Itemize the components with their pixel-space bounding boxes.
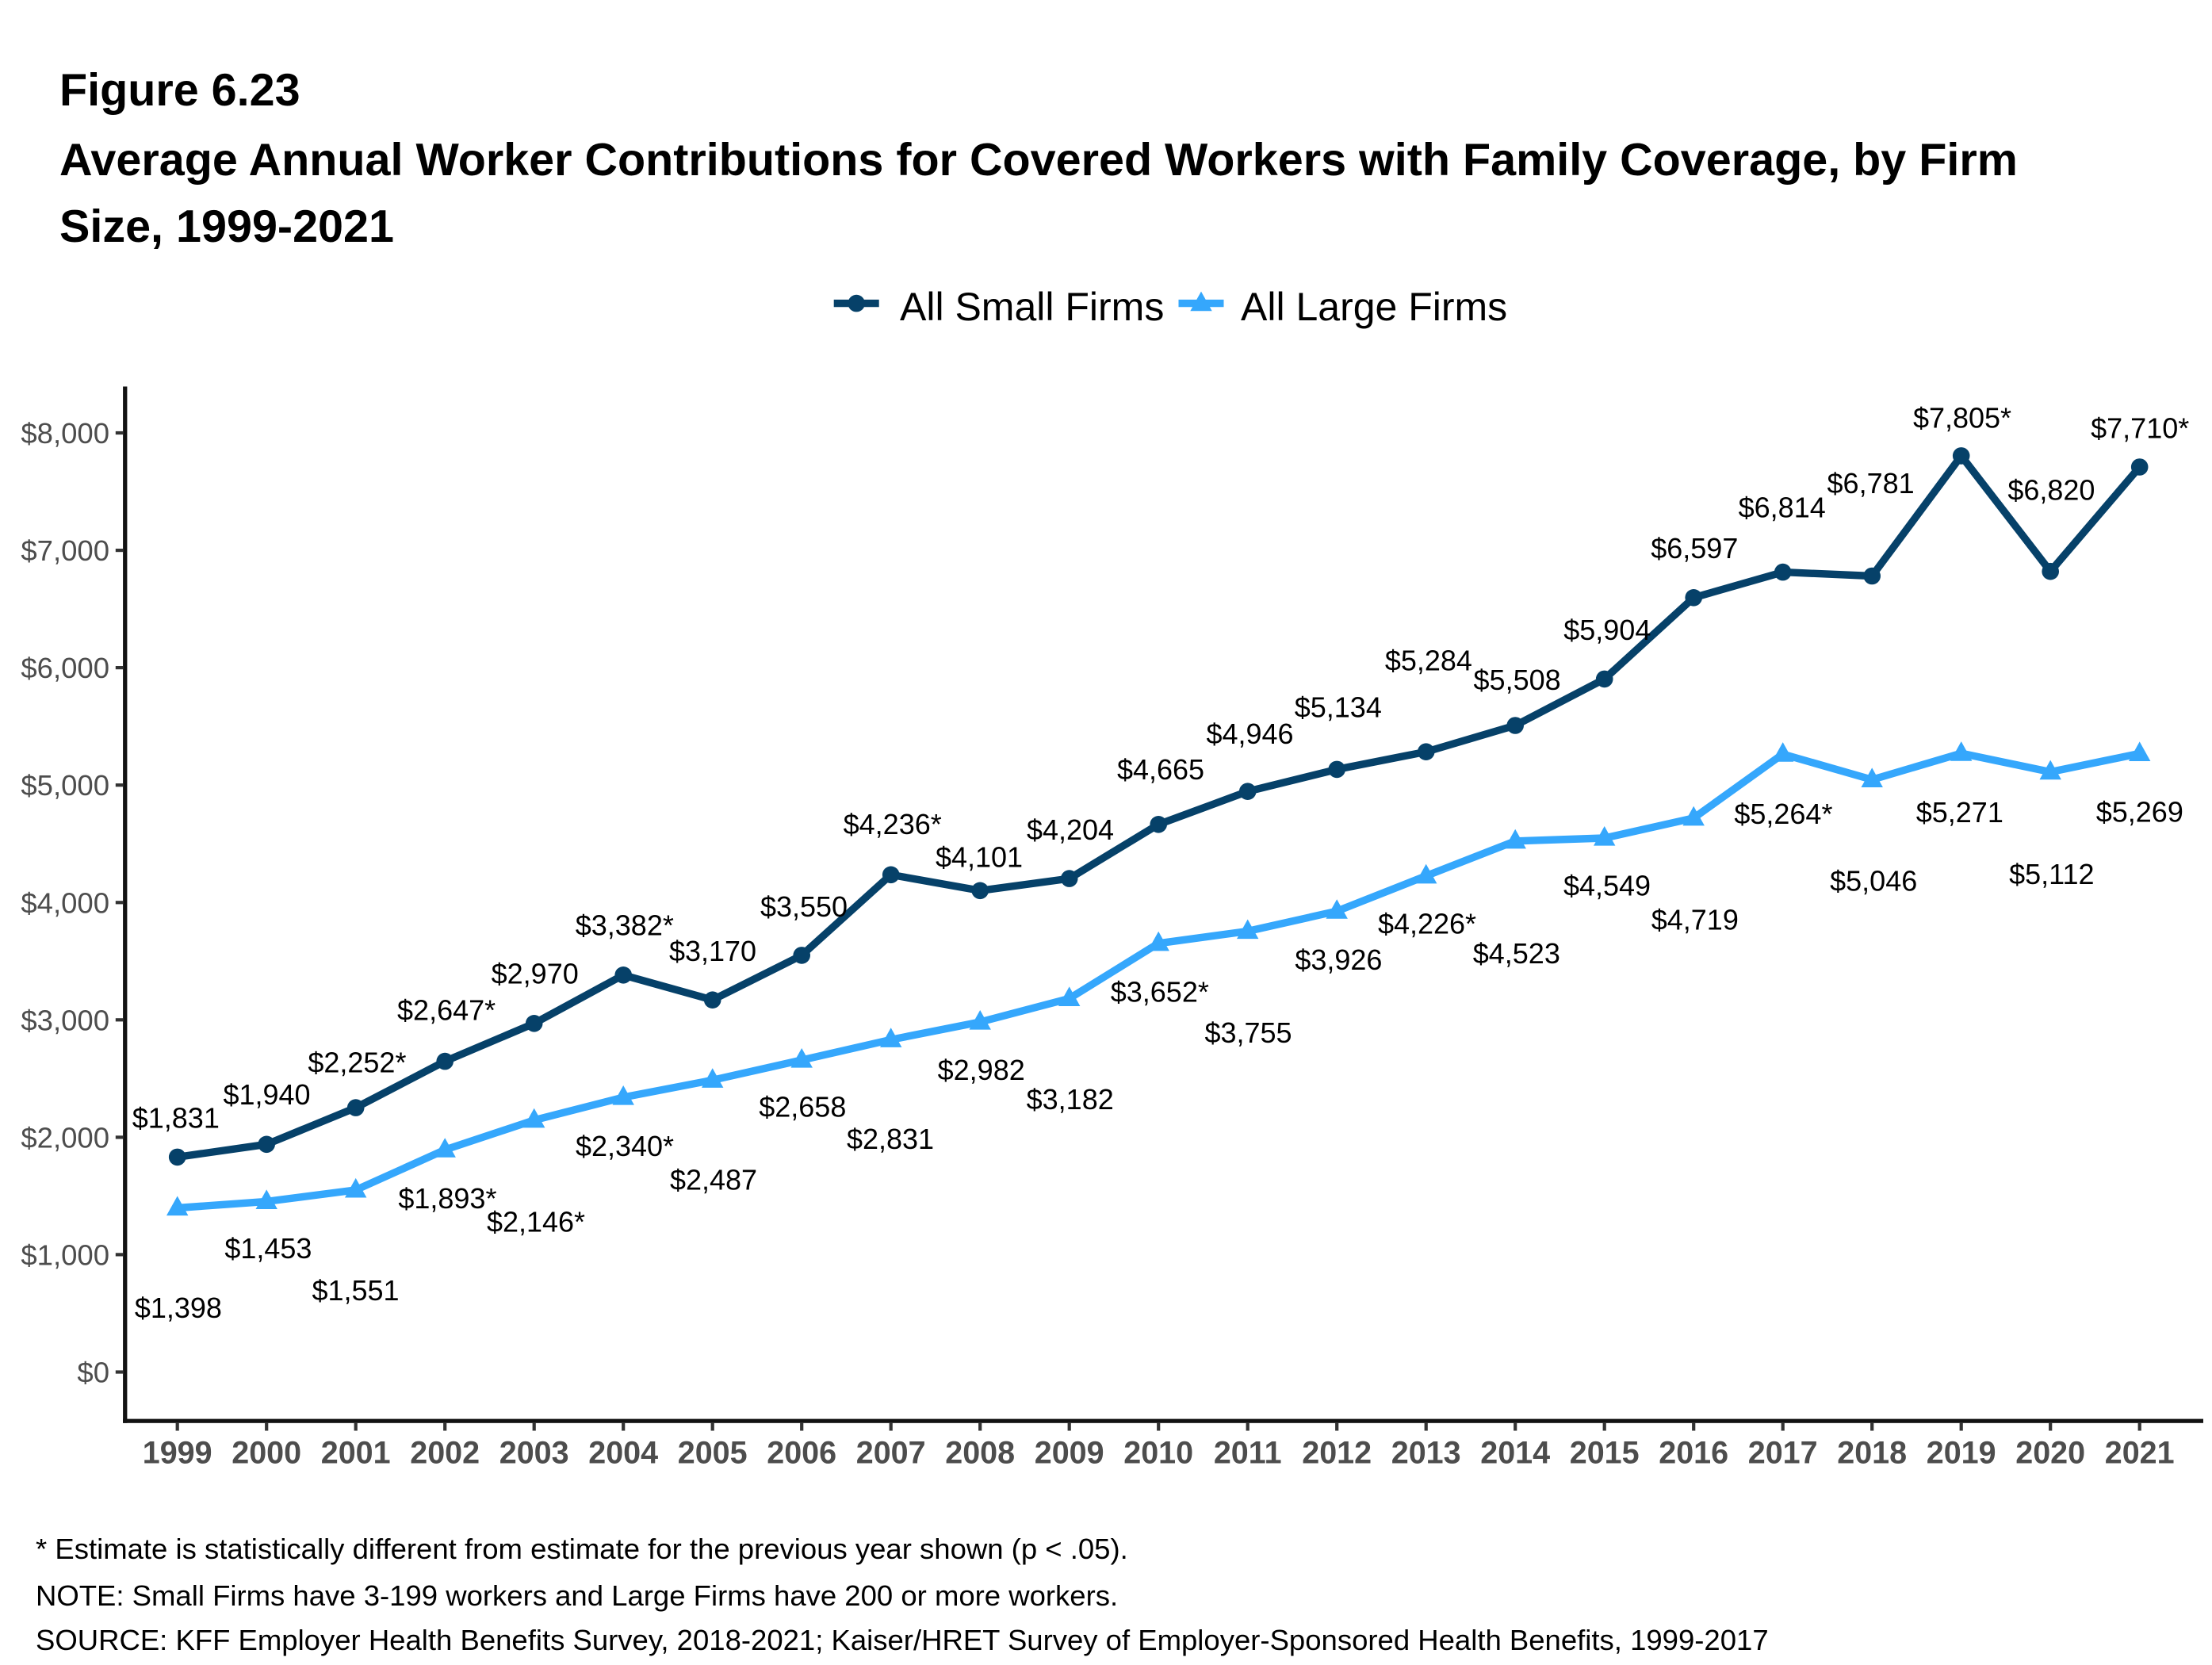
svg-text:$1,940: $1,940 <box>223 1078 310 1111</box>
svg-text:$3,550: $3,550 <box>760 890 848 923</box>
svg-text:2005: 2005 <box>678 1436 748 1471</box>
svg-text:$1,831: $1,831 <box>132 1102 220 1135</box>
svg-text:$2,146*: $2,146* <box>487 1206 585 1238</box>
svg-text:2013: 2013 <box>1391 1436 1461 1471</box>
svg-text:$6,820: $6,820 <box>2007 473 2095 506</box>
svg-text:$1,000: $1,000 <box>21 1238 109 1271</box>
svg-text:2015: 2015 <box>1570 1436 1640 1471</box>
svg-text:$4,719: $4,719 <box>1651 904 1739 936</box>
svg-text:2010: 2010 <box>1123 1436 1193 1471</box>
svg-text:$2,340*: $2,340* <box>576 1130 674 1162</box>
svg-text:Figure 6.23: Figure 6.23 <box>59 65 300 116</box>
svg-text:2003: 2003 <box>499 1436 569 1471</box>
svg-text:$7,000: $7,000 <box>21 534 109 567</box>
svg-text:$3,170: $3,170 <box>669 935 756 967</box>
svg-text:2014: 2014 <box>1480 1436 1550 1471</box>
svg-text:$2,831: $2,831 <box>847 1123 934 1155</box>
svg-text:2001: 2001 <box>321 1436 391 1471</box>
svg-text:$3,382*: $3,382* <box>576 909 674 941</box>
svg-text:2009: 2009 <box>1035 1436 1104 1471</box>
svg-text:$2,000: $2,000 <box>21 1121 109 1154</box>
svg-text:$7,805*: $7,805* <box>1913 402 2011 434</box>
svg-text:2002: 2002 <box>410 1436 480 1471</box>
svg-text:$4,226*: $4,226* <box>1378 908 1476 940</box>
svg-text:$3,926: $3,926 <box>1295 944 1382 976</box>
svg-text:$5,134: $5,134 <box>1295 691 1382 724</box>
svg-text:2007: 2007 <box>856 1436 926 1471</box>
svg-text:$4,204: $4,204 <box>1027 813 1114 846</box>
svg-text:$2,487: $2,487 <box>670 1163 757 1196</box>
svg-text:SOURCE: KFF Employer Health Be: SOURCE: KFF Employer Health Benefits Sur… <box>36 1624 1769 1656</box>
svg-text:2011: 2011 <box>1214 1436 1282 1471</box>
svg-text:$2,658: $2,658 <box>759 1091 846 1123</box>
svg-text:2000: 2000 <box>232 1436 301 1471</box>
svg-text:$1,398: $1,398 <box>135 1292 222 1324</box>
svg-text:$5,112: $5,112 <box>2009 858 2094 890</box>
svg-text:$5,269: $5,269 <box>2096 796 2183 829</box>
svg-text:$5,904: $5,904 <box>1563 614 1651 646</box>
svg-text:$3,652*: $3,652* <box>1111 975 1209 1008</box>
svg-text:$4,549: $4,549 <box>1563 870 1651 902</box>
svg-text:$7,710*: $7,710* <box>2091 411 2189 444</box>
svg-text:NOTE: Small Firms have 3-199 w: NOTE: Small Firms have 3-199 workers and… <box>36 1579 1118 1612</box>
svg-text:$5,284: $5,284 <box>1385 644 1472 676</box>
svg-text:$4,236*: $4,236* <box>844 808 942 840</box>
svg-text:2006: 2006 <box>767 1436 836 1471</box>
svg-text:$2,252*: $2,252* <box>308 1047 406 1079</box>
svg-text:2019: 2019 <box>1927 1436 1996 1471</box>
svg-text:$3,755: $3,755 <box>1204 1016 1292 1049</box>
svg-text:$2,970: $2,970 <box>492 957 579 989</box>
svg-text:2004: 2004 <box>588 1436 658 1471</box>
svg-text:$1,453: $1,453 <box>224 1232 312 1265</box>
svg-text:$4,101: $4,101 <box>936 841 1023 874</box>
svg-text:2008: 2008 <box>945 1436 1015 1471</box>
svg-text:2017: 2017 <box>1748 1436 1818 1471</box>
svg-text:$5,508: $5,508 <box>1474 664 1561 696</box>
svg-text:$1,551: $1,551 <box>312 1274 399 1307</box>
svg-text:2016: 2016 <box>1659 1436 1728 1471</box>
svg-text:Size, 1999-2021: Size, 1999-2021 <box>59 201 394 252</box>
svg-text:2012: 2012 <box>1302 1436 1372 1471</box>
svg-text:2020: 2020 <box>2015 1436 2085 1471</box>
svg-text:$5,046: $5,046 <box>1830 864 1917 897</box>
svg-text:$3,000: $3,000 <box>21 1004 109 1036</box>
svg-text:$4,946: $4,946 <box>1206 718 1293 750</box>
svg-text:Average Annual Worker Contribu: Average Annual Worker Contributions for … <box>59 135 2018 186</box>
svg-text:$4,665: $4,665 <box>1117 753 1204 786</box>
svg-text:$6,597: $6,597 <box>1651 532 1738 565</box>
svg-text:1999: 1999 <box>143 1436 212 1471</box>
svg-text:* Estimate is statistically di: * Estimate is statistically different fr… <box>36 1533 1128 1565</box>
svg-text:All Small Firms: All Small Firms <box>900 285 1164 329</box>
svg-text:$4,000: $4,000 <box>21 886 109 919</box>
svg-text:$3,182: $3,182 <box>1027 1083 1114 1116</box>
svg-text:$5,271: $5,271 <box>1916 796 2003 829</box>
svg-text:$2,982: $2,982 <box>938 1054 1025 1086</box>
svg-text:2021: 2021 <box>2105 1436 2175 1471</box>
svg-text:$5,000: $5,000 <box>21 769 109 802</box>
svg-text:$1,893*: $1,893* <box>398 1182 496 1215</box>
svg-text:$6,781: $6,781 <box>1827 467 1915 500</box>
svg-text:$2,647*: $2,647* <box>397 994 496 1027</box>
svg-text:$4,523: $4,523 <box>1473 937 1560 970</box>
svg-text:2018: 2018 <box>1837 1436 1907 1471</box>
svg-text:All Large Firms: All Large Firms <box>1241 285 1507 329</box>
svg-text:$0: $0 <box>77 1357 109 1389</box>
svg-text:$6,000: $6,000 <box>21 652 109 684</box>
svg-text:$5,264*: $5,264* <box>1734 798 1832 830</box>
svg-text:$6,814: $6,814 <box>1739 492 1826 524</box>
svg-text:$8,000: $8,000 <box>21 417 109 450</box>
